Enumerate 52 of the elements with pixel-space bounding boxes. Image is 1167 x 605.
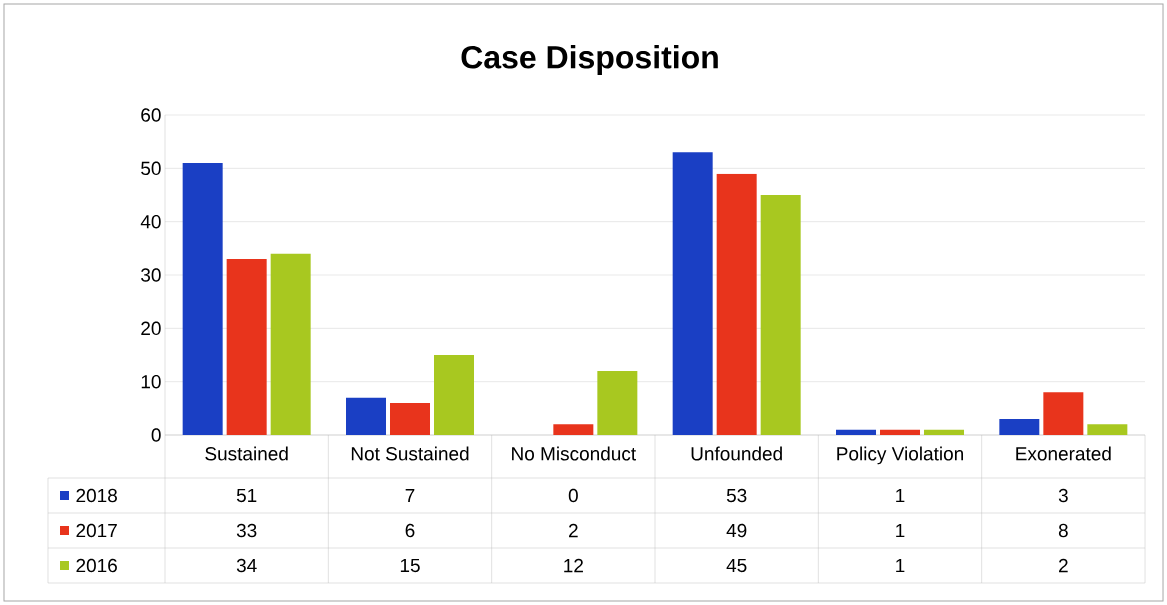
bar [1043, 392, 1084, 436]
bar [346, 397, 386, 436]
bar [836, 429, 877, 436]
bar [999, 419, 1040, 436]
bar [924, 429, 965, 436]
data-label: 6 [405, 523, 415, 538]
bar [760, 195, 801, 436]
y-tick-label: 50 [141, 161, 161, 176]
y-tick-label: 40 [140, 214, 161, 229]
bar [270, 253, 311, 436]
bar [434, 355, 475, 436]
data-label: 33 [236, 523, 257, 538]
data-label: 45 [726, 558, 747, 573]
x-tick-label: Exonerated [1016, 446, 1111, 461]
legend-label: 2017 [76, 523, 117, 538]
bar [1087, 424, 1128, 436]
chart-title: Case Disposition [461, 45, 718, 75]
legend-label: 2018 [76, 488, 117, 503]
bar [182, 163, 223, 436]
data-label: 1 [896, 523, 905, 538]
bar [226, 259, 267, 436]
data-label: 7 [405, 488, 415, 503]
y-tick-label: 10 [141, 374, 161, 389]
data-label: 15 [400, 558, 420, 573]
bar [390, 403, 431, 436]
y-tick-label: 0 [151, 428, 161, 442]
x-tick-label: Sustained [205, 446, 288, 461]
data-label: 0 [568, 488, 578, 503]
x-tick-label: No Misconduct [512, 446, 636, 461]
data-label: 2 [569, 523, 578, 538]
data-label: 8 [1058, 523, 1068, 538]
y-tick-label: 60 [141, 108, 161, 122]
data-label: 1 [896, 488, 905, 503]
legend-label: 2016 [76, 558, 117, 573]
x-tick-label: Unfounded [691, 446, 782, 461]
data-label: 2 [1059, 558, 1068, 573]
bar [672, 152, 713, 436]
data-label: 53 [726, 488, 747, 503]
data-label: 3 [1058, 488, 1068, 503]
data-label: 49 [726, 523, 747, 538]
data-label: 12 [564, 558, 583, 573]
x-tick-label: Not Sustained [351, 446, 469, 461]
data-label: 1 [896, 558, 905, 573]
x-tick-label: Policy Violation [837, 446, 963, 465]
bar [716, 173, 757, 436]
bar [553, 424, 594, 436]
bar [880, 429, 921, 436]
y-tick-label: 20 [141, 321, 161, 336]
data-label: 34 [236, 558, 257, 573]
data-label: 51 [236, 488, 257, 503]
bar [597, 371, 638, 436]
y-tick-label: 30 [141, 268, 161, 282]
